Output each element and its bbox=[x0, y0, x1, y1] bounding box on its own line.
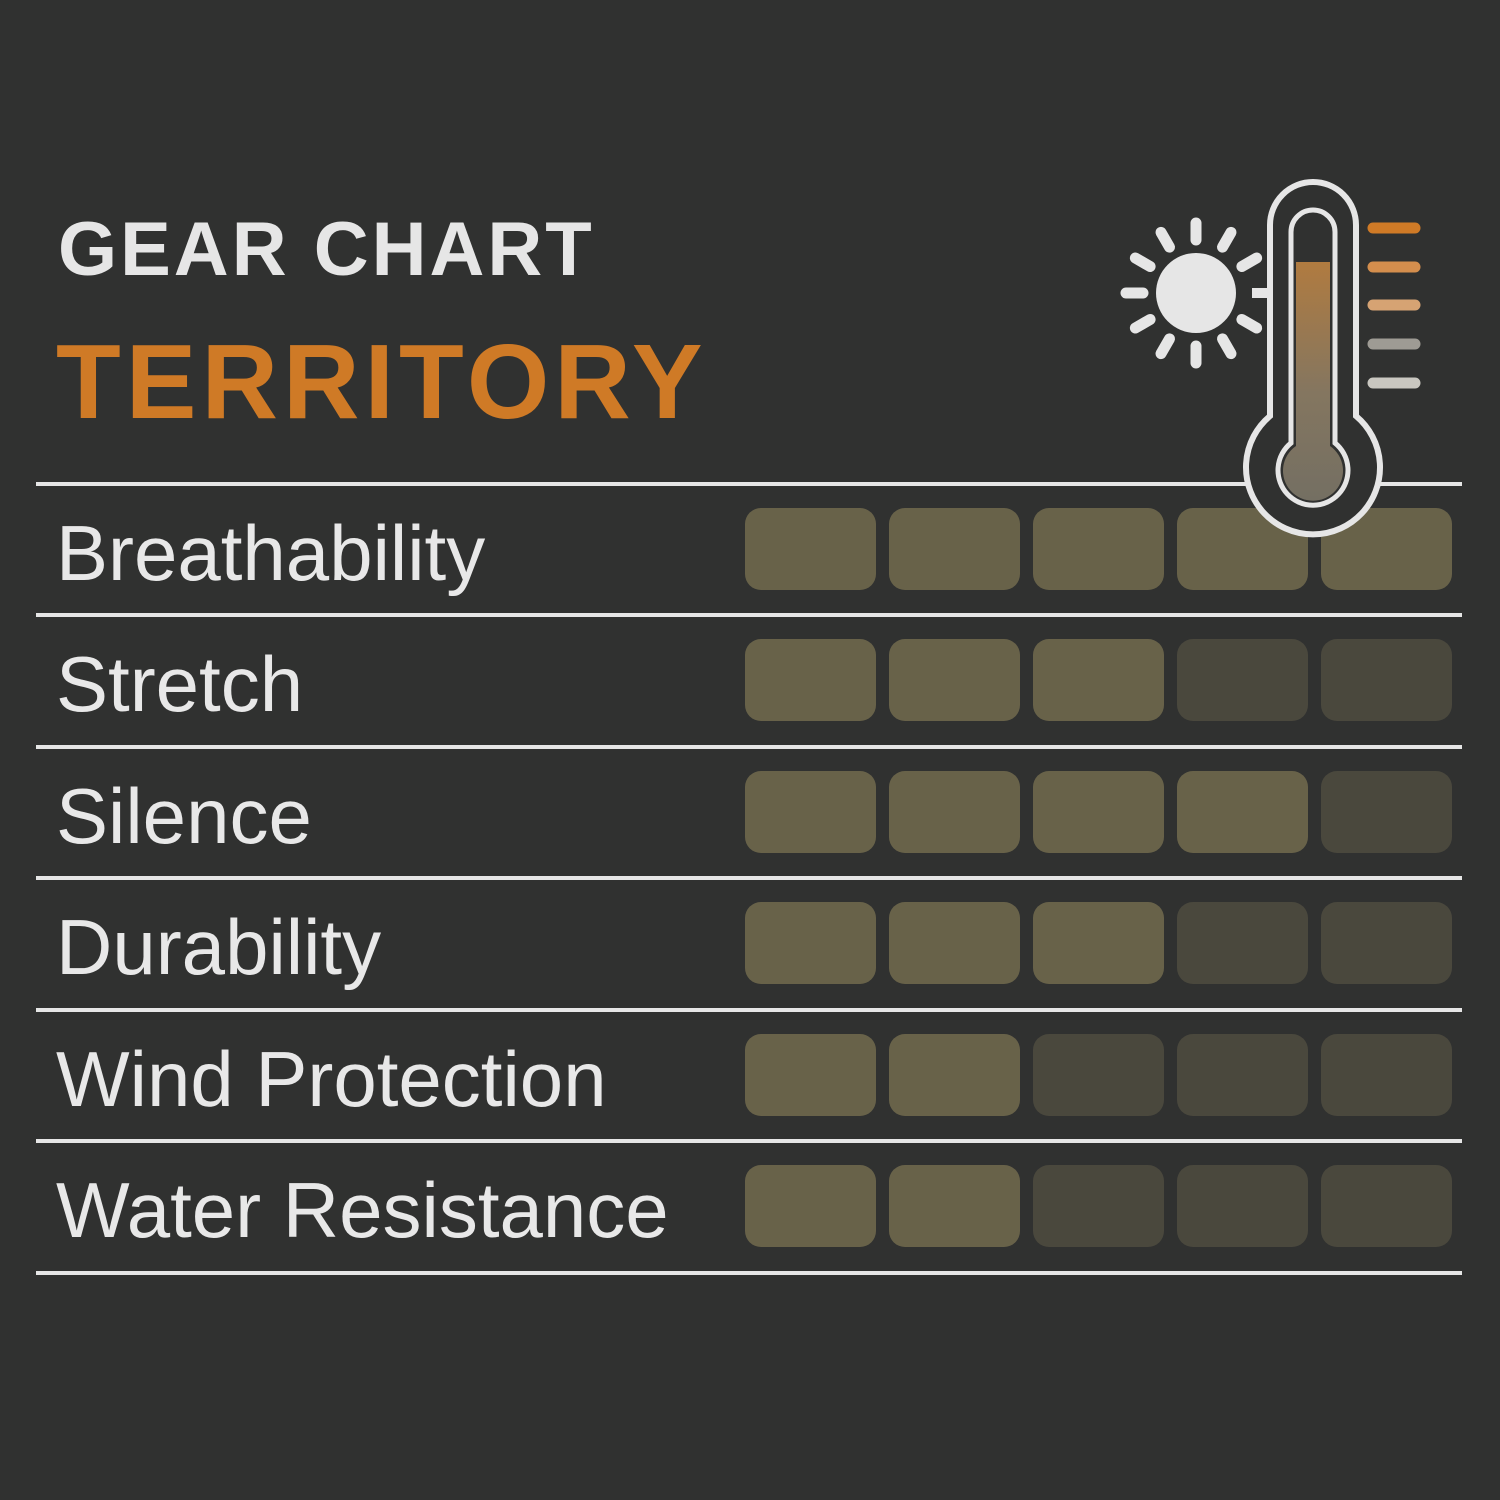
row-label: Stretch bbox=[56, 640, 303, 728]
rating-block-empty bbox=[1177, 639, 1308, 721]
chart-title: GEAR CHART bbox=[58, 207, 595, 292]
rating-block-filled bbox=[1321, 508, 1452, 590]
rating-block-empty bbox=[1321, 639, 1452, 721]
thermometer-icon bbox=[1243, 179, 1421, 538]
rating-block-empty bbox=[1033, 1034, 1164, 1116]
rating-block-filled bbox=[889, 771, 1020, 853]
rating-block-empty bbox=[1033, 1165, 1164, 1247]
rating-block-filled bbox=[1177, 508, 1308, 590]
rating-block-filled bbox=[745, 508, 876, 590]
rating-row: Water Resistance bbox=[56, 1165, 1452, 1254]
rating-block-filled bbox=[1177, 771, 1308, 853]
rating-block-filled bbox=[1033, 508, 1164, 590]
rating-block-empty bbox=[1321, 902, 1452, 984]
rating-block-filled bbox=[1033, 639, 1164, 721]
row-label: Water Resistance bbox=[56, 1166, 669, 1254]
rating-block-filled bbox=[889, 639, 1020, 721]
rating-block-filled bbox=[889, 508, 1020, 590]
thermometer-fill bbox=[1283, 262, 1343, 501]
rating-block-filled bbox=[1033, 902, 1164, 984]
rating-block-empty bbox=[1177, 902, 1308, 984]
row-label: Durability bbox=[56, 903, 381, 991]
rating-block-filled bbox=[745, 1165, 876, 1247]
rating-block-filled bbox=[889, 902, 1020, 984]
rating-block-filled bbox=[889, 1165, 1020, 1247]
rating-row: Breathability bbox=[56, 508, 1452, 597]
rating-row: Stretch bbox=[56, 639, 1452, 728]
rating-row: Durability bbox=[56, 902, 1452, 991]
rating-block-filled bbox=[745, 639, 876, 721]
rating-block-filled bbox=[745, 1034, 876, 1116]
rating-block-empty bbox=[1321, 1034, 1452, 1116]
row-label: Wind Protection bbox=[56, 1035, 607, 1123]
rating-row: Wind Protection bbox=[56, 1034, 1452, 1123]
rating-block-empty bbox=[1177, 1034, 1308, 1116]
chart-subtitle: TERRITORY bbox=[56, 323, 708, 441]
rating-block-filled bbox=[745, 771, 876, 853]
sun-icon bbox=[1120, 217, 1270, 369]
rating-block-empty bbox=[1321, 771, 1452, 853]
rating-block-empty bbox=[1321, 1165, 1452, 1247]
rating-block-empty bbox=[1177, 1165, 1308, 1247]
rating-block-filled bbox=[1033, 771, 1164, 853]
row-label: Silence bbox=[56, 772, 312, 860]
row-label: Breathability bbox=[56, 509, 485, 597]
rating-block-filled bbox=[745, 902, 876, 984]
rating-block-filled bbox=[889, 1034, 1020, 1116]
rating-row: Silence bbox=[56, 771, 1452, 860]
